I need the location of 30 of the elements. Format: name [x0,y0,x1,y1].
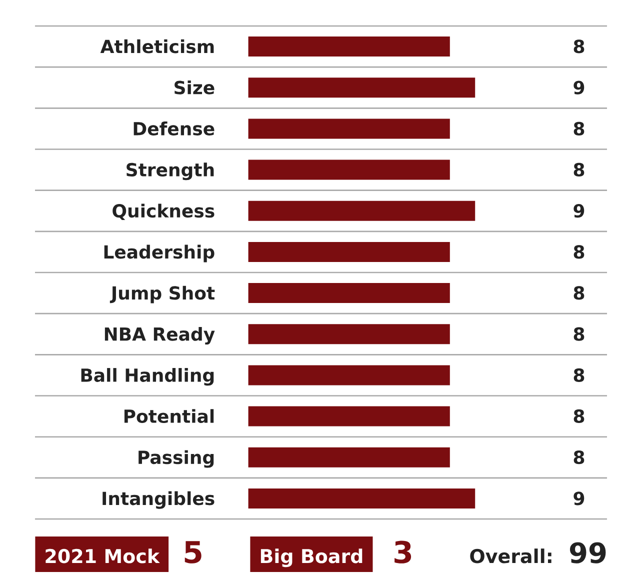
data-label: 8 [574,368,584,382]
y-tick-label: Intangibles [102,491,214,509]
text: 3 [394,540,412,564]
data-label: 9 [574,204,584,218]
y-tick-label: Leadership [104,244,214,262]
y-tick-label: Ball Handling [81,368,214,386]
y-tick-label: Jump Shot [110,286,215,304]
data-label: 9 [574,80,584,94]
y-tick-label: Strength [126,162,214,180]
data-label: 8 [574,327,584,341]
data-label: 8 [574,450,584,464]
data-label: 8 [574,162,584,177]
text: Big Board [260,548,362,568]
text: 99 [570,542,606,564]
text: Overall: [470,548,552,564]
y-tick-label: Athleticism [100,39,214,54]
y-tick-label: NBA Ready [104,326,215,345]
y-tick-label: Defense [134,122,214,136]
data-label: 9 [574,492,584,506]
text: 5 [184,541,202,564]
data-label: 8 [574,245,584,259]
y-tick-label: Passing [138,450,214,468]
y-tick-label: Potential [124,409,214,424]
y-tick-label: Quickness [112,204,214,220]
y-tick-label: Size [174,80,214,94]
text: 2021 Mock [46,548,160,564]
data-label: 8 [574,409,584,424]
data-label: 8 [574,40,584,54]
data-label: 8 [574,286,584,300]
data-label: 8 [574,122,584,136]
